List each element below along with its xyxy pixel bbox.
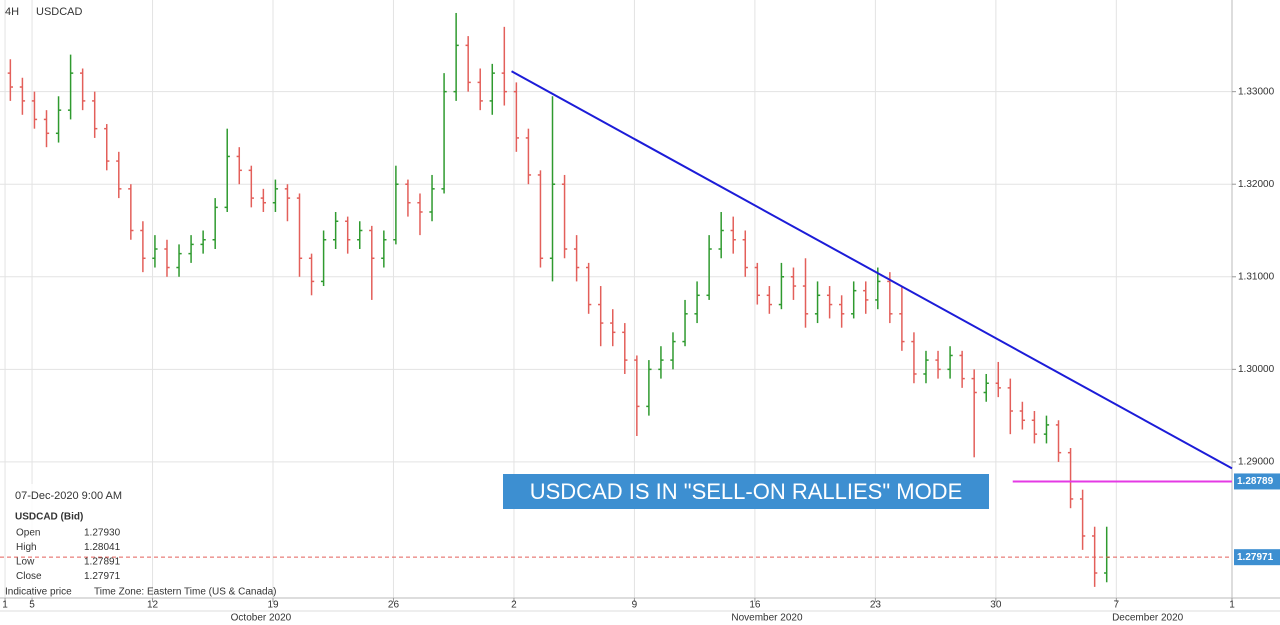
footer-timezone: Time Zone: Eastern Time (US & Canada) [94,587,276,598]
x-tick-label: 5 [29,600,35,611]
trendline [511,70,1233,470]
annotation-box [503,474,989,509]
x-tick-label: 1 [2,600,8,611]
info-label: Open [16,528,40,539]
info-value: 1.27891 [84,557,121,568]
info-title: USDCAD (Bid) [15,512,83,523]
info-panel [10,484,138,596]
month-label: November 2020 [731,613,803,624]
info-date: 07-Dec-2020 9:00 AM [15,490,122,502]
timeframe: 4H [5,6,19,18]
x-tick-label: 19 [267,600,279,611]
y-tick-label: 1.31000 [1238,271,1275,282]
info-value: 1.27971 [84,571,121,582]
info-label: Low [16,557,35,568]
x-tick-label: 1 [1229,600,1235,611]
info-label: Close [16,571,42,582]
info-label: High [16,542,37,553]
x-tick-label: 9 [632,600,638,611]
x-tick-label: 2 [511,600,517,611]
x-tick-label: 7 [1114,600,1120,611]
x-tick-label: 30 [990,600,1002,611]
info-value: 1.28041 [84,542,121,553]
symbol: USDCAD [36,6,83,18]
y-tick-label: 1.32000 [1238,179,1275,190]
annotation: USDCAD IS IN "SELL-ON RALLIES" MODE [530,479,963,504]
price-tag-label: 1.28789 [1237,476,1274,487]
x-tick-label: 12 [147,600,159,611]
price-tag [1234,549,1280,566]
x-tick-label: 16 [749,600,761,611]
month-label: October 2020 [231,613,292,624]
price-tag-label: 1.27971 [1237,552,1274,563]
x-tick-label: 23 [870,600,882,611]
y-tick-label: 1.30000 [1238,364,1275,375]
y-tick-label: 1.33000 [1238,86,1275,97]
footer-note: Indicative price [5,587,72,598]
x-tick-label: 26 [388,600,400,611]
month-label: December 2020 [1112,613,1184,624]
bars [7,12,1110,587]
info-value: 1.27930 [84,528,121,539]
y-tick-label: 1.29000 [1238,457,1275,468]
price-tag [1234,473,1280,490]
